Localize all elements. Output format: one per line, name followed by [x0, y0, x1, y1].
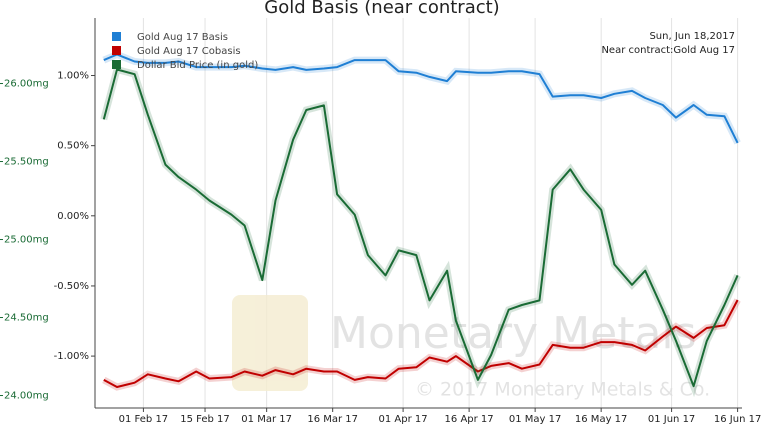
x-tick-label: 16 Mar 17	[307, 414, 358, 425]
x-tick-label: 01 Feb 17	[119, 414, 169, 425]
y-tick-label: 0.00%	[57, 211, 89, 222]
y2-tick-label: 24.00mg	[4, 391, 49, 402]
x-tick-label: 16 May 17	[575, 414, 627, 425]
watermark: Monetary Metals © 2017 Monetary Metals &…	[232, 295, 710, 401]
y2-tick-label: 24.50mg	[4, 313, 49, 324]
grid	[142, 18, 739, 408]
series-line	[102, 68, 739, 388]
annotation: Sun, Jun 18,2017	[649, 31, 735, 42]
x-tick-label: 16 Jun 17	[714, 414, 761, 425]
y-tick-label: -1.00%	[54, 351, 89, 362]
series-line	[103, 299, 739, 388]
watermark-text: © 2017 Monetary Metals & Co.	[415, 379, 710, 401]
annotation: Near contract:Gold Aug 17	[601, 45, 735, 56]
x-tick-label: 01 Mar 17	[241, 414, 292, 425]
legend-swatch	[112, 46, 121, 55]
legend-label: Gold Aug 17 Cobasis	[137, 46, 241, 57]
x-tick-label: 16 Apr 17	[445, 414, 494, 425]
legend-label: Gold Aug 17 Basis	[137, 32, 228, 43]
legend-swatch	[112, 32, 121, 41]
y-tick-label: -0.50%	[54, 281, 89, 292]
y2-tick-label: 25.50mg	[4, 157, 49, 168]
legend-label: Dollar Bid Price (in gold)	[137, 60, 258, 71]
y2-tick-label: 25.00mg	[4, 235, 49, 246]
watermark-logo	[232, 295, 308, 391]
x-tick-label: 01 Jun 17	[648, 414, 695, 425]
series-line	[103, 53, 739, 144]
y2-tick-label: 26.00mg	[4, 79, 49, 90]
legend-swatch	[112, 60, 121, 69]
chart-title: Gold Basis (near contract)	[264, 0, 499, 18]
watermark-text: Monetary Metals	[330, 308, 697, 359]
x-tick-label: 01 Apr 17	[379, 414, 428, 425]
y-tick-label: 1.00%	[57, 71, 89, 82]
y-tick-label: 0.50%	[57, 141, 89, 152]
x-tick-label: 15 Feb 17	[180, 414, 230, 425]
x-tick-label: 01 May 17	[509, 414, 561, 425]
